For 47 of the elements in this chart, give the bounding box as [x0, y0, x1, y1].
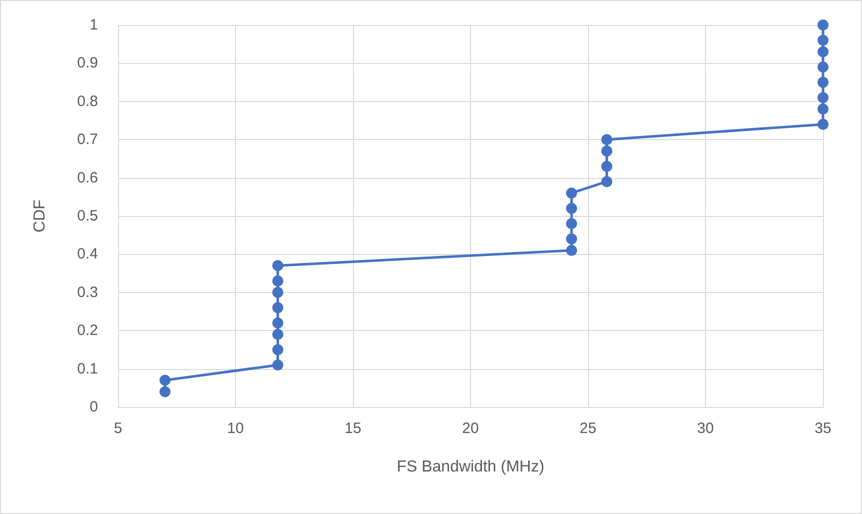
point [818, 76, 828, 88]
y-tick-label: 0.6 [77, 169, 98, 186]
point [601, 146, 612, 157]
x-tick-label: 35 [814, 420, 832, 437]
point [818, 92, 828, 104]
y-tick-label: 1 [90, 16, 98, 34]
point [272, 286, 284, 298]
y-tick-label: 0.3 [77, 284, 98, 301]
y-tick-label: 0 [90, 398, 98, 416]
point [566, 233, 578, 244]
point [160, 386, 170, 398]
x-tick-label: 5 [114, 420, 122, 437]
x-tick-label: 30 [697, 420, 714, 437]
point [272, 302, 284, 314]
y-tick-label: 0.8 [77, 92, 98, 110]
y-tick-label: 0.1 [77, 360, 98, 378]
point [160, 374, 170, 386]
point [818, 46, 828, 58]
point [272, 275, 284, 286]
point [818, 118, 828, 130]
y-tick-label: 0.5 [77, 208, 98, 224]
point [818, 62, 828, 73]
point [818, 20, 828, 30]
x-tick-label: 25 [580, 420, 596, 437]
point [272, 344, 284, 356]
point [272, 359, 284, 370]
point [566, 218, 578, 230]
y-tick-label: 0.7 [77, 131, 98, 148]
x-tick-label: 10 [227, 420, 244, 437]
point [818, 34, 828, 46]
point [601, 176, 612, 188]
point [818, 104, 828, 115]
y-tick-label: 0.2 [77, 322, 98, 340]
point [566, 244, 578, 256]
y-tick-label: 0.4 [77, 246, 98, 263]
y-tick-label: 0.9 [77, 54, 98, 72]
point [601, 134, 612, 146]
x-tick-label: 15 [344, 420, 362, 437]
point [566, 188, 578, 199]
y-axis-title: CDF [32, 199, 48, 232]
x-tick-label: 20 [462, 420, 479, 437]
x-axis-title: FS Bandwidth (MHz) [396, 458, 544, 476]
point [272, 317, 284, 328]
point [566, 202, 578, 214]
point [272, 328, 284, 340]
point [272, 260, 284, 272]
point [601, 160, 612, 172]
